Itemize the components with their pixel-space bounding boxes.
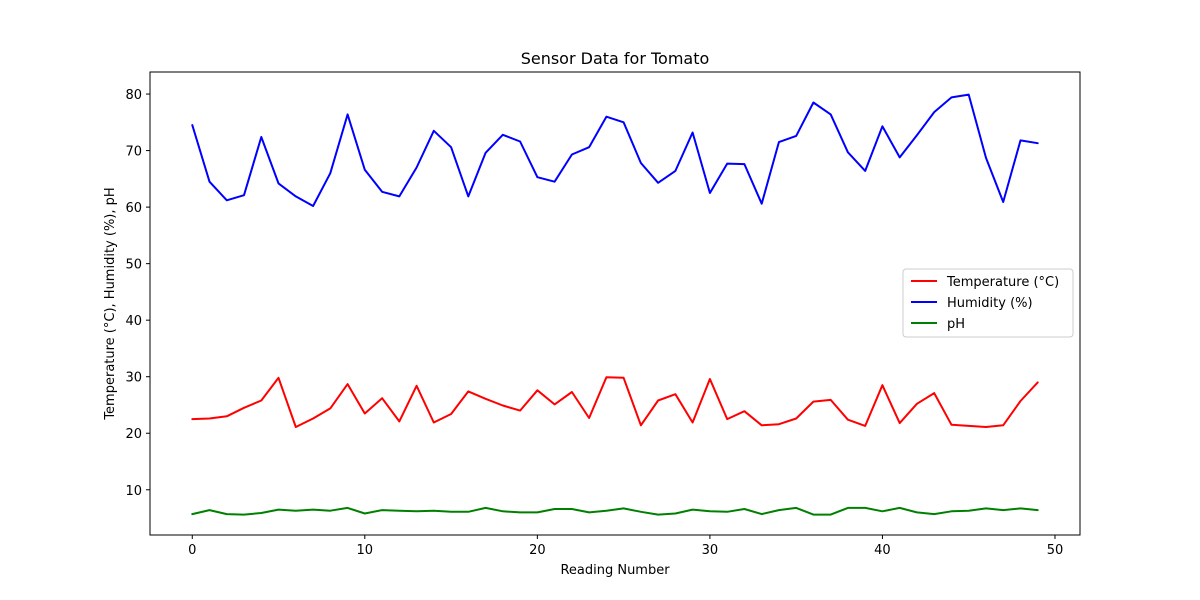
y-tick-label-50: 50 [125,258,142,273]
x-axis-ticks: 0 10 20 30 40 50 [188,535,1063,558]
legend-label-humidity: Humidity (%) [947,296,1033,311]
plot-frame [149,71,1081,536]
x-tick-label-30: 30 [702,543,719,558]
legend-label-ph: pH [947,317,965,332]
y-tick-label-60: 60 [125,201,142,216]
y-tick-label-20: 20 [125,427,142,442]
plot-area [149,71,1081,536]
y-axis-ticks: 10 20 30 40 50 60 70 80 [125,88,150,499]
series-layer [191,93,1039,516]
y-tick-label-40: 40 [125,314,142,329]
x-axis-label: Reading Number [560,563,670,578]
series-line-ph [191,506,1039,516]
y-tick-label-80: 80 [125,88,142,103]
legend-box [902,268,1074,338]
series-line-humidity [191,93,1039,207]
y-tick-label-70: 70 [125,145,142,160]
chart-title: Sensor Data for Tomato [521,49,710,68]
series-line-temperature [191,376,1039,428]
legend-label-temperature: Temperature (°C) [946,275,1059,290]
legend: Temperature (°C) Humidity (%) pH [902,268,1074,338]
y-axis-label: Temperature (°C), Humidity (%), pH [103,187,118,420]
x-tick-label-50: 50 [1047,543,1064,558]
y-tick-label-30: 30 [125,371,142,386]
x-tick-label-0: 0 [188,543,196,558]
x-tick-label-40: 40 [874,543,891,558]
x-tick-label-20: 20 [529,543,546,558]
x-tick-label-10: 10 [357,543,374,558]
y-tick-label-10: 10 [125,484,142,499]
